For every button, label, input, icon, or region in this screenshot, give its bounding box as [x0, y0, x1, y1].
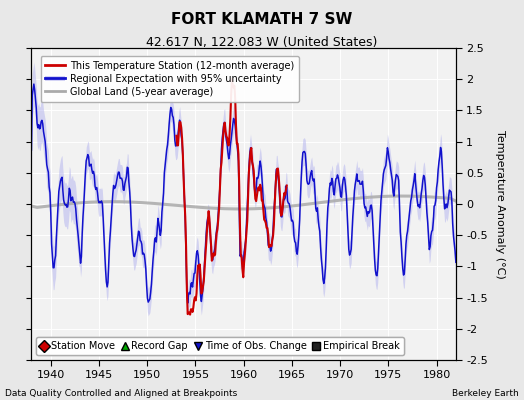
Y-axis label: Temperature Anomaly (°C): Temperature Anomaly (°C) [495, 130, 505, 278]
Text: Data Quality Controlled and Aligned at Breakpoints: Data Quality Controlled and Aligned at B… [5, 389, 237, 398]
Text: Berkeley Earth: Berkeley Earth [452, 389, 519, 398]
Text: 42.617 N, 122.083 W (United States): 42.617 N, 122.083 W (United States) [146, 36, 378, 49]
Text: FORT KLAMATH 7 SW: FORT KLAMATH 7 SW [171, 12, 353, 27]
Legend: Station Move, Record Gap, Time of Obs. Change, Empirical Break: Station Move, Record Gap, Time of Obs. C… [36, 337, 403, 355]
